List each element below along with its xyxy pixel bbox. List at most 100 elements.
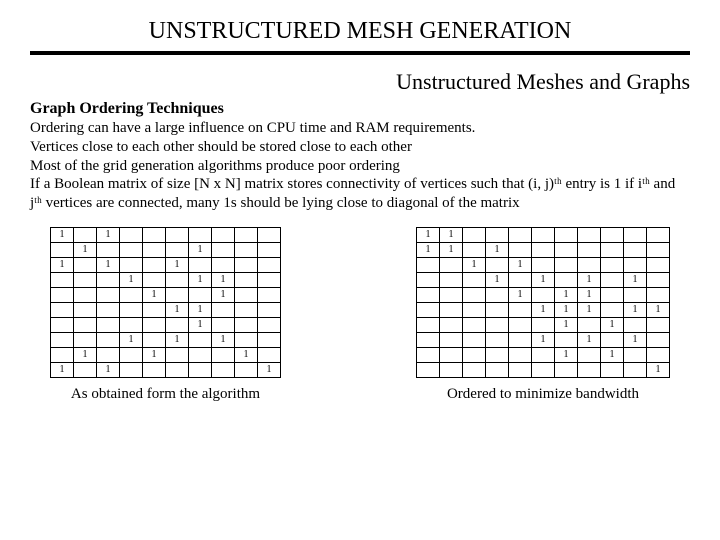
matrix-cell bbox=[647, 347, 670, 362]
matrix-cell: 1 bbox=[532, 272, 555, 287]
matrix-cell: 1 bbox=[417, 227, 440, 242]
matrix-cell: 1 bbox=[601, 347, 624, 362]
page-title: UNSTRUCTURED MESH GENERATION bbox=[30, 18, 690, 45]
matrix-cell bbox=[97, 347, 120, 362]
matrix-cell bbox=[532, 317, 555, 332]
matrix-cell bbox=[189, 287, 212, 302]
matrix-cell bbox=[647, 272, 670, 287]
matrix-cell bbox=[212, 257, 235, 272]
matrix-cell: 1 bbox=[120, 272, 143, 287]
matrix-cell bbox=[189, 362, 212, 377]
matrix-cell bbox=[440, 272, 463, 287]
matrix-cell bbox=[647, 287, 670, 302]
matrix-cell: 1 bbox=[486, 272, 509, 287]
matrix-cell bbox=[532, 242, 555, 257]
matrix-cell bbox=[486, 362, 509, 377]
matrix-cell bbox=[555, 332, 578, 347]
matrix-cell: 1 bbox=[143, 287, 166, 302]
matrix-cell: 1 bbox=[212, 332, 235, 347]
matrix-cell bbox=[486, 332, 509, 347]
matrix-cell: 1 bbox=[212, 272, 235, 287]
matrix-cell: 1 bbox=[578, 287, 601, 302]
matrix-cell bbox=[578, 347, 601, 362]
caption-right: Ordered to minimize bandwidth bbox=[447, 386, 639, 403]
matrix-cell bbox=[624, 287, 647, 302]
matrix-cell bbox=[486, 257, 509, 272]
matrix-cell bbox=[235, 362, 258, 377]
matrix-cell bbox=[143, 302, 166, 317]
horizontal-rule bbox=[30, 51, 690, 55]
matrix-cell bbox=[463, 227, 486, 242]
matrix-cell: 1 bbox=[486, 242, 509, 257]
matrix-cell bbox=[212, 227, 235, 242]
matrix-cell: 1 bbox=[578, 272, 601, 287]
matrix-cell bbox=[417, 317, 440, 332]
matrix-cell bbox=[97, 272, 120, 287]
matrix-cell bbox=[509, 317, 532, 332]
matrix-cell bbox=[532, 227, 555, 242]
matrix-cell bbox=[166, 362, 189, 377]
matrix-cell: 1 bbox=[555, 317, 578, 332]
matrix-cell bbox=[647, 317, 670, 332]
matrix-cell bbox=[189, 332, 212, 347]
matrix-cell: 1 bbox=[51, 227, 74, 242]
matrix-cell: 1 bbox=[578, 332, 601, 347]
matrix-cell: 1 bbox=[166, 302, 189, 317]
matrix-cell bbox=[258, 317, 281, 332]
matrix-cell bbox=[51, 242, 74, 257]
matrix-cell bbox=[532, 347, 555, 362]
matrix-cell bbox=[120, 317, 143, 332]
matrix-cell bbox=[120, 287, 143, 302]
matrix-cell bbox=[143, 227, 166, 242]
matrix-cell bbox=[417, 362, 440, 377]
matrix-cell bbox=[74, 362, 97, 377]
body-text: Graph Ordering Techniques Ordering can h… bbox=[30, 99, 690, 213]
matrix-cell bbox=[555, 242, 578, 257]
matrix-cell bbox=[486, 302, 509, 317]
matrix-cell bbox=[463, 332, 486, 347]
para-4: If a Boolean matrix of size [N x N] matr… bbox=[30, 176, 675, 211]
matrix-cell: 1 bbox=[624, 302, 647, 317]
matrix-cell bbox=[166, 227, 189, 242]
matrix-cell bbox=[235, 242, 258, 257]
matrix-cell bbox=[143, 362, 166, 377]
matrix-cell bbox=[601, 272, 624, 287]
matrix-cell: 1 bbox=[120, 332, 143, 347]
matrix-cell bbox=[235, 257, 258, 272]
matrix-cell: 1 bbox=[555, 287, 578, 302]
matrix-cell bbox=[440, 302, 463, 317]
matrix-cell bbox=[555, 227, 578, 242]
matrix-cell bbox=[74, 272, 97, 287]
matrix-cell: 1 bbox=[647, 362, 670, 377]
matrix-cell bbox=[417, 257, 440, 272]
matrix-cell bbox=[555, 362, 578, 377]
matrix-cell: 1 bbox=[440, 227, 463, 242]
matrix-cell bbox=[166, 242, 189, 257]
matrix-cell bbox=[578, 362, 601, 377]
matrix-cell bbox=[120, 227, 143, 242]
matrix-cell: 1 bbox=[578, 302, 601, 317]
matrix-cell bbox=[509, 272, 532, 287]
matrix-cell bbox=[624, 362, 647, 377]
matrix-left-block: 111111111111111111111111 As obtained for… bbox=[50, 227, 281, 403]
matrix-cell bbox=[624, 347, 647, 362]
matrix-cell bbox=[74, 287, 97, 302]
matrix-cell: 1 bbox=[440, 242, 463, 257]
matrix-cell bbox=[235, 317, 258, 332]
matrix-cell: 1 bbox=[166, 257, 189, 272]
matrix-cell bbox=[258, 332, 281, 347]
matrix-cell bbox=[417, 287, 440, 302]
matrix-cell: 1 bbox=[97, 227, 120, 242]
page: UNSTRUCTURED MESH GENERATION Unstructure… bbox=[0, 0, 720, 413]
matrix-cell bbox=[578, 317, 601, 332]
matrix-cell: 1 bbox=[258, 362, 281, 377]
matrix-cell: 1 bbox=[601, 317, 624, 332]
matrix-cell bbox=[120, 302, 143, 317]
matrix-cell: 1 bbox=[463, 257, 486, 272]
matrix-cell bbox=[463, 347, 486, 362]
para-3: Most of the grid generation algorithms p… bbox=[30, 158, 400, 174]
page-subtitle: Unstructured Meshes and Graphs bbox=[30, 69, 690, 95]
matrix-cell: 1 bbox=[509, 287, 532, 302]
matrix-cell bbox=[647, 242, 670, 257]
matrix-cell bbox=[578, 257, 601, 272]
